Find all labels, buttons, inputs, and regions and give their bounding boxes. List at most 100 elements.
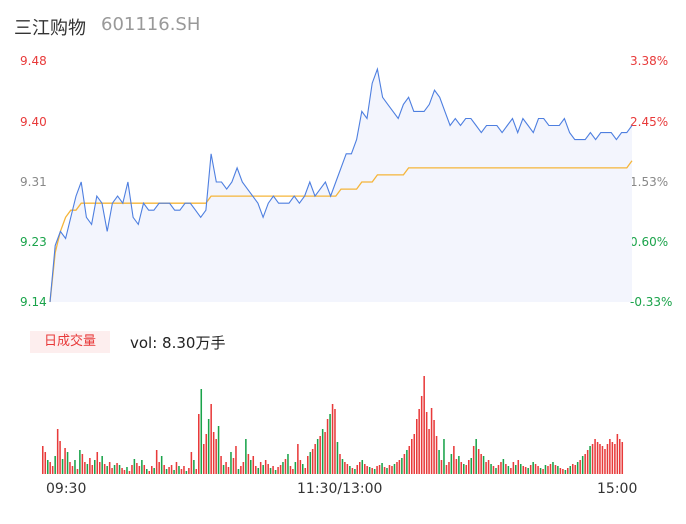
volume-bar bbox=[433, 420, 435, 474]
volume-bar bbox=[599, 444, 601, 474]
volume-bar bbox=[621, 442, 624, 474]
volume-bar bbox=[574, 465, 577, 474]
volume-bar bbox=[604, 449, 606, 474]
volume-bar bbox=[257, 468, 260, 474]
volume-bar bbox=[589, 446, 591, 474]
volume-bar bbox=[297, 444, 299, 474]
volume-bar bbox=[185, 471, 188, 474]
pct-tick-2: 2.45% bbox=[630, 115, 669, 129]
price-tick-1: 9.48 bbox=[20, 54, 47, 68]
volume-bar bbox=[232, 458, 235, 474]
volume-bar bbox=[255, 466, 257, 474]
volume-bar bbox=[522, 466, 525, 474]
volume-bar bbox=[544, 465, 547, 474]
volume-bar bbox=[554, 465, 557, 474]
price-tick-2: 9.40 bbox=[20, 115, 47, 129]
volume-bar bbox=[324, 432, 326, 474]
volume-bar bbox=[406, 450, 408, 474]
volume-bar bbox=[453, 446, 455, 474]
volume-bar bbox=[418, 409, 420, 474]
volume-bar bbox=[492, 466, 495, 474]
volume-bar bbox=[215, 439, 217, 474]
volume-bar bbox=[47, 460, 49, 474]
volume-bar bbox=[230, 452, 232, 474]
volume-bar bbox=[274, 470, 277, 474]
stock-name: 三江购物 bbox=[14, 18, 86, 39]
volume-bar bbox=[477, 449, 480, 474]
volume-bar bbox=[121, 468, 123, 474]
volume-bar bbox=[227, 467, 230, 474]
volume-bar bbox=[547, 466, 549, 474]
volume-bar bbox=[131, 465, 133, 474]
volume-bar bbox=[468, 460, 470, 474]
volume-bar bbox=[480, 454, 482, 474]
pct-tick-3: 1.53% bbox=[630, 175, 669, 189]
volume-bar bbox=[76, 469, 79, 474]
volume-bar bbox=[354, 469, 356, 474]
volume-bar bbox=[198, 414, 200, 474]
volume-bar bbox=[502, 459, 505, 474]
volume-bar bbox=[344, 462, 346, 474]
volume-bar bbox=[465, 465, 468, 474]
volume-bar bbox=[277, 467, 279, 474]
volume-bar bbox=[212, 432, 215, 474]
volume-bar bbox=[123, 470, 126, 474]
volume-bar bbox=[163, 465, 165, 474]
volume-bar bbox=[44, 452, 47, 474]
volume-bar bbox=[210, 404, 212, 474]
volume-bar bbox=[564, 470, 567, 474]
volume-bar bbox=[386, 468, 388, 474]
volume-bar bbox=[287, 454, 289, 474]
avg-price-line bbox=[49, 160, 633, 303]
volume-bar bbox=[173, 470, 175, 474]
volume-bar bbox=[393, 464, 396, 474]
volume-bar bbox=[408, 446, 411, 474]
volume-bar bbox=[190, 452, 193, 474]
volume-bar bbox=[252, 456, 255, 474]
volume-bar bbox=[299, 460, 302, 474]
volume-bar bbox=[247, 454, 250, 474]
volume-bar bbox=[542, 469, 544, 474]
volume-bar bbox=[351, 468, 354, 474]
volume-bar bbox=[71, 466, 74, 474]
volume-bar bbox=[133, 459, 136, 474]
volume-bar bbox=[245, 439, 247, 474]
volume-bar bbox=[217, 426, 220, 474]
price-tick-3: 9.31 bbox=[20, 175, 47, 189]
stock-code: 601116.SH bbox=[101, 14, 201, 35]
volume-bar bbox=[168, 467, 170, 474]
volume-bar bbox=[505, 464, 507, 474]
volume-bar bbox=[455, 459, 458, 474]
volume-bar bbox=[170, 465, 173, 474]
volume-bar bbox=[180, 469, 183, 474]
volume-bar bbox=[84, 462, 86, 474]
volume-bar bbox=[572, 464, 574, 474]
volume-bar bbox=[146, 469, 148, 474]
volume-bar bbox=[54, 456, 56, 474]
volume-bar bbox=[108, 462, 111, 474]
volume-bar bbox=[220, 456, 222, 474]
volume-bar bbox=[601, 446, 604, 474]
volume-bar bbox=[143, 465, 146, 474]
volume-bar bbox=[326, 419, 329, 474]
volume-bar bbox=[460, 462, 463, 474]
volume-bar bbox=[388, 465, 391, 474]
volume-bar bbox=[529, 465, 532, 474]
volume-bar bbox=[356, 465, 359, 474]
volume-bar bbox=[235, 446, 237, 474]
volume-bar bbox=[515, 465, 517, 474]
volume-bar bbox=[267, 464, 269, 474]
volume-bar bbox=[594, 439, 596, 474]
time-end: 15:00 bbox=[597, 481, 638, 497]
volume-bar bbox=[141, 460, 143, 474]
volume-bar bbox=[153, 468, 155, 474]
volume-bar bbox=[524, 467, 527, 474]
volume-bar bbox=[527, 468, 529, 474]
volume-bar bbox=[458, 456, 460, 474]
volume-bar bbox=[151, 466, 153, 474]
price-area bbox=[50, 69, 632, 302]
volume-bar bbox=[487, 460, 490, 474]
volume-bar bbox=[520, 464, 522, 474]
volume-bar bbox=[331, 404, 334, 474]
volume-bar bbox=[576, 462, 579, 474]
